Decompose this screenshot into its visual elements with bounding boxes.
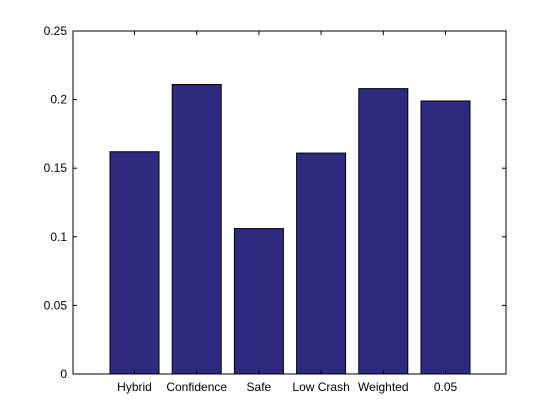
bar-0 [109,151,160,375]
bar-3 [296,152,347,375]
axes-box [72,30,507,375]
y-tick-label-5: 0.25 [44,24,68,38]
ticks-layer: 0 0.05 0.1 0.15 0.2 0.25 Hybrid Confidence Safe L… [44,24,506,394]
bar-5 [420,100,471,375]
y-tick-label-0: 0 [60,367,67,381]
x-tick-label-4: Weighted [358,380,408,394]
x-tick-label-2: Safe [247,380,272,394]
x-tick-label-3: Low Crash [292,380,349,394]
y-tick-label-4: 0.2 [50,93,67,107]
y-tick-label-2: 0.1 [50,230,67,244]
y-tick-label-3: 0.15 [44,161,68,175]
x-tick-label-5: 0.05 [434,380,458,394]
x-tick-label-0: Hybrid [117,380,152,394]
y-tick-label-1: 0.05 [44,298,68,312]
bars-layer [109,84,471,375]
bar-2 [233,228,284,375]
bar-1 [171,84,222,375]
x-tick-label-1: Confidence [166,380,227,394]
axes-layer [72,30,507,375]
bar-4 [358,88,409,375]
